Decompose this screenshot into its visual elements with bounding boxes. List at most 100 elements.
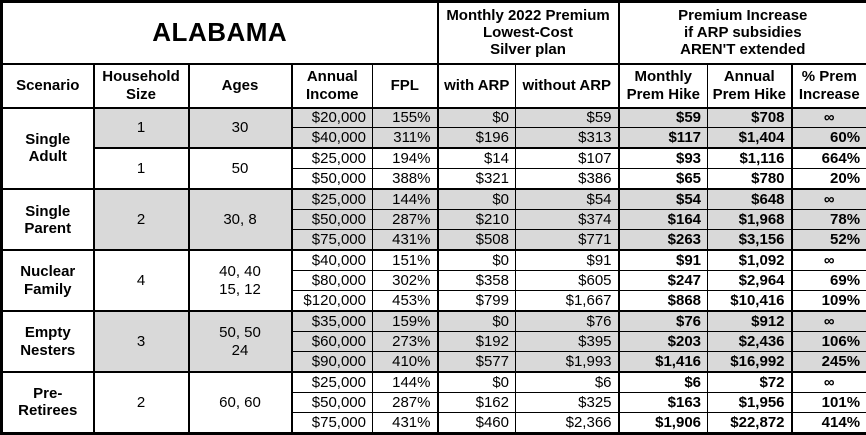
data-cell: $386 xyxy=(514,168,620,190)
data-cell: $93 xyxy=(617,147,709,170)
table-row: Empty Nesters 3 50, 50 24 $35,000 159% $0 $76 $… xyxy=(1,310,866,373)
data-cell: $196 xyxy=(436,127,516,149)
data-cell: $3,156 xyxy=(707,229,793,251)
data-cell: $59 xyxy=(617,106,709,129)
data-cell: $799 xyxy=(436,290,516,312)
col-header-with-arp: with ARP xyxy=(436,62,516,108)
data-cell: ∞ xyxy=(790,249,866,272)
col-header-pct-prem-increase: % Prem Increase xyxy=(790,62,866,108)
table-row: Single Parent 2 30, 8 $25,000 144% $0 $54 $54 $6… xyxy=(1,188,866,251)
table-row: Nuclear Family 4 40, 40 15, 12 $40,000 151% $… xyxy=(1,249,866,312)
data-cell: $25,000 xyxy=(290,188,373,211)
data-cell: $1,416 xyxy=(617,350,709,373)
data-cell: $14 xyxy=(436,147,516,170)
data-cell: 69% xyxy=(790,270,866,292)
data-cell: $50,000 xyxy=(290,209,373,231)
header-row-columns: Scenario Household Size Ages Annual Inco… xyxy=(1,62,866,108)
data-cell: ∞ xyxy=(790,370,866,393)
data-cell: 431% xyxy=(372,229,438,251)
data-cell: $117 xyxy=(617,127,709,149)
data-cell: $6 xyxy=(617,370,709,393)
household-size-cell: 1 xyxy=(92,106,189,149)
col-header-monthly-prem-hike: Monthly Prem Hike xyxy=(617,62,709,108)
data-cell: $192 xyxy=(436,331,516,352)
data-cell: $1,956 xyxy=(707,391,793,413)
data-cell: $358 xyxy=(436,270,516,292)
data-cell: $1,993 xyxy=(514,350,620,373)
table-row: $50,000 388% $321 $386 $65 $780 20% xyxy=(2,168,866,190)
data-cell: $577 xyxy=(436,350,516,373)
data-cell: $1,092 xyxy=(707,249,793,272)
data-cell: $325 xyxy=(514,391,620,413)
data-cell: $76 xyxy=(617,310,709,333)
data-cell: $40,000 xyxy=(290,249,373,272)
col-header-scenario: Scenario xyxy=(1,62,94,108)
data-cell: 144% xyxy=(372,370,438,393)
data-cell: $163 xyxy=(617,391,709,413)
col-header-fpl: FPL xyxy=(372,62,438,108)
data-cell: 109% xyxy=(790,290,866,312)
table-row: $90,000 410% $577 $1,993 $1,416 $16,992 245% xyxy=(2,350,866,373)
household-size-cell: 3 xyxy=(92,310,189,373)
data-cell: $50,000 xyxy=(290,391,373,413)
state-title: ALABAMA xyxy=(1,1,438,64)
data-cell: $10,416 xyxy=(707,290,793,312)
ages-cell: 30, 8 xyxy=(187,188,292,251)
data-cell: $65 xyxy=(617,168,709,190)
table-row: 1 50 $25,000 194% $14 $107 $93 $1,116 664% xyxy=(2,147,866,190)
data-cell: $16,992 xyxy=(707,350,793,373)
data-cell: $1,906 xyxy=(617,411,709,435)
table-row: $50,000 287% $210 $374 $164 $1,968 78% xyxy=(2,209,866,231)
data-cell: ∞ xyxy=(790,310,866,333)
data-cell: $1,968 xyxy=(707,209,793,231)
ages-cell: 50 xyxy=(187,147,292,190)
premium-group-header: Monthly 2022 Premium Lowest-Cost Silver … xyxy=(436,1,620,64)
data-cell: $0 xyxy=(436,310,516,333)
data-cell: 159% xyxy=(372,310,438,333)
table-row: Pre- Retirees 2 60, 60 $25,000 144% $0 $6 $6 $72… xyxy=(1,370,866,434)
data-cell: $35,000 xyxy=(290,310,373,333)
ages-cell: 40, 40 15, 12 xyxy=(187,249,292,312)
scenario-cell: Single Parent xyxy=(1,188,94,251)
data-cell: $374 xyxy=(514,209,620,231)
data-cell: $263 xyxy=(617,229,709,251)
data-cell: $321 xyxy=(436,168,516,190)
table-row: $75,000 431% $508 $771 $263 $3,156 52% xyxy=(2,229,866,251)
table-row: $40,000 311% $196 $313 $117 $1,404 60% xyxy=(2,127,866,149)
data-cell: $1,667 xyxy=(514,290,620,312)
data-cell: 194% xyxy=(372,147,438,170)
data-cell: $90,000 xyxy=(290,350,373,373)
data-cell: $0 xyxy=(436,188,516,211)
data-cell: 52% xyxy=(790,229,866,251)
data-cell: $76 xyxy=(514,310,620,333)
data-cell: $20,000 xyxy=(290,106,373,129)
data-cell: 414% xyxy=(790,411,866,435)
ages-cell: 30 xyxy=(187,106,292,149)
household-size-cell: 2 xyxy=(92,370,189,434)
data-cell: $107 xyxy=(514,147,620,170)
data-cell: $50,000 xyxy=(290,168,373,190)
data-cell: 106% xyxy=(790,331,866,352)
data-cell: $605 xyxy=(514,270,620,292)
data-cell: $54 xyxy=(617,188,709,211)
data-cell: $75,000 xyxy=(290,411,373,435)
data-cell: $771 xyxy=(514,229,620,251)
ages-cell: 50, 50 24 xyxy=(187,310,292,373)
data-cell: 151% xyxy=(372,249,438,272)
household-size-cell: 2 xyxy=(92,188,189,251)
data-cell: $40,000 xyxy=(290,127,373,149)
table-body: Single Adult 1 30 $20,000 155% $0 $59 $59 $708 ∞ $… xyxy=(1,106,866,435)
table-row: $80,000 302% $358 $605 $247 $2,964 69% xyxy=(2,270,866,292)
data-cell: 431% xyxy=(372,411,438,435)
col-header-household-size: Household Size xyxy=(92,62,189,108)
data-cell: ∞ xyxy=(790,106,866,129)
data-cell: $60,000 xyxy=(290,331,373,352)
data-cell: $247 xyxy=(617,270,709,292)
data-cell: $164 xyxy=(617,209,709,231)
header-row-groups: ALABAMA Monthly 2022 Premium Lowest-Cost… xyxy=(1,1,866,64)
household-size-cell: 4 xyxy=(92,249,189,312)
col-header-ages: Ages xyxy=(187,62,292,108)
data-cell: $0 xyxy=(436,106,516,129)
data-cell: $708 xyxy=(707,106,793,129)
data-cell: $1,116 xyxy=(707,147,793,170)
